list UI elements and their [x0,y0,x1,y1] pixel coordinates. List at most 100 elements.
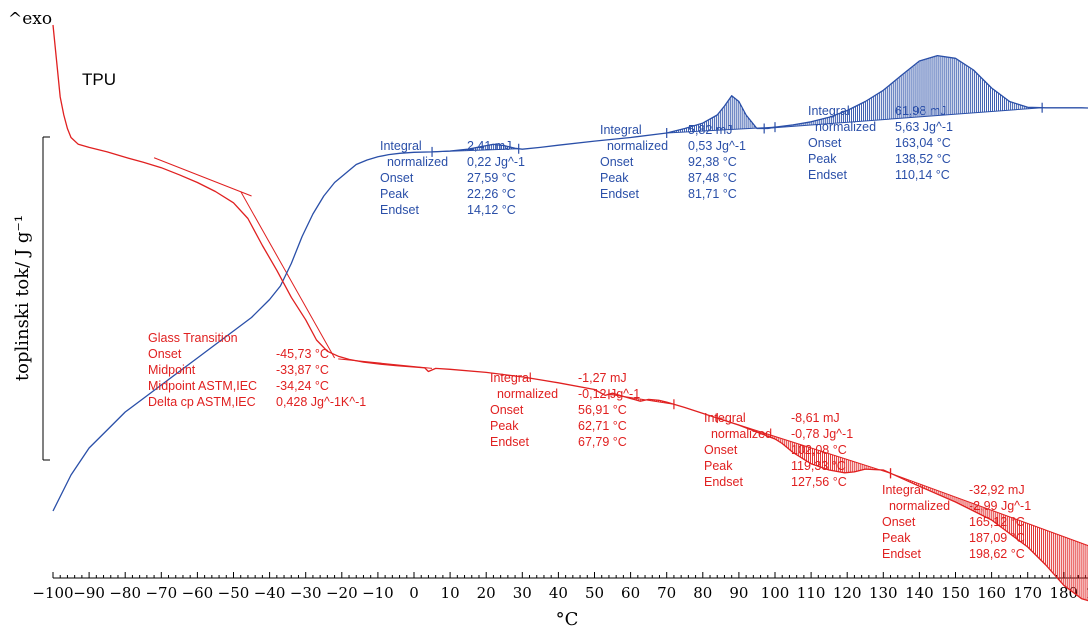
blue-annotation-value: 81,71 °C [688,187,737,201]
red-annotation-value: -33,87 °C [276,363,329,377]
blue-annotation-value: 2,41 mJ [467,139,511,153]
x-tick-label: 0 [409,584,419,602]
x-axis-title: °C [556,609,579,630]
glass-transition-tangent [240,191,336,359]
red-annotation-value: 119,33 °C [791,459,846,473]
red-baseline [890,472,1088,547]
dsc-curves [52,24,1088,602]
x-tick-label: 170 [1013,584,1042,602]
blue-baseline [764,107,1043,129]
blue-annotation-value: 92,38 °C [688,155,737,169]
x-tick-label: −100 [32,584,73,602]
red-annotation-value: -8,61 mJ [791,411,840,425]
x-tick-label: 140 [905,584,934,602]
red-annotation-label: Onset [704,443,738,457]
blue-annotation-value: 61,98 mJ [895,104,946,118]
red-annotation-label: Endset [704,475,743,489]
x-tick-label: 160 [977,584,1006,602]
blue-annotation-label: Endset [600,187,639,201]
red-annotation-value: 102,08 °C [791,443,847,457]
blue-annotation-label: Integral [380,139,422,153]
red-annotation-label: normalized [704,427,772,441]
x-tick-label: 30 [513,584,532,602]
blue-annotation-label: Onset [600,155,634,169]
red-annotation-value: -2,99 Jg^-1 [969,499,1031,513]
x-tick-label: 90 [729,584,748,602]
blue-annotation-label: Integral [808,104,850,118]
x-tick-label: −80 [109,584,141,602]
peak-annotations: Integral 2,41 mJ normalized 0,22 Jg^-1 Onse… [148,104,1031,561]
blue-annotation-label: normalized [380,155,448,169]
blue-annotation-value: 0,22 Jg^-1 [467,155,525,169]
red-annotation-label: normalized [882,499,950,513]
red-annotation-label: Onset [490,403,524,417]
red-annotation-value: 0,428 Jg^-1K^-1 [276,395,366,409]
red-annotation-value: -34,24 °C [276,379,329,393]
red-annotation-label: Peak [704,459,733,473]
red-annotation-value: 198,62 °C [969,547,1025,561]
y-axis-title: toplinski tok/ J g⁻¹ [12,215,33,381]
x-tick-label: −40 [254,584,286,602]
red-annotation-label: normalized [490,387,558,401]
red-annotation-label: Endset [882,547,921,561]
red-annotation-label: Midpoint ASTM,IEC [148,379,257,393]
red-annotation-label: Onset [882,515,916,529]
blue-annotation-label: Onset [380,171,414,185]
red-dsc-curve [52,24,1088,602]
red-annotation-value: 67,79 °C [578,435,627,449]
red-annotation-label: Delta cp ASTM,IEC [148,395,256,409]
blue-annotation-value: 0,53 Jg^-1 [688,139,746,153]
red-annotation-label: Peak [490,419,519,433]
red-annotation-value: 165,12 °C [969,515,1025,529]
blue-annotation-value: 27,59 °C [467,171,516,185]
x-tick-label: −30 [290,584,322,602]
red-annotation-value: -0,78 Jg^-1 [791,427,853,441]
blue-annotation-label: Peak [600,171,629,185]
x-tick-label: 120 [833,584,862,602]
blue-annotation-label: Peak [380,187,409,201]
red-annotation-label: Integral [882,483,924,497]
blue-annotation-label: Onset [808,136,842,150]
glass-transition-tangent [153,157,252,197]
red-annotation-label: Midpoint [148,363,196,377]
x-tick-label: −70 [145,584,177,602]
x-tick-label: 110 [797,584,826,602]
x-tick-label: 130 [869,584,898,602]
red-annotation-value: -32,92 mJ [969,483,1025,497]
x-tick-label: −50 [218,584,250,602]
exo-direction-label: ^exo [8,9,52,29]
blue-annotation-value: 22,26 °C [467,187,516,201]
red-annotation-label: Endset [490,435,529,449]
red-annotation-value: 127,56 °C [791,475,847,489]
red-annotation-label: Integral [490,371,532,385]
red-annotation-value: -1,27 mJ [578,371,627,385]
blue-annotation-value: 87,48 °C [688,171,737,185]
blue-annotation-label: Endset [380,203,419,217]
y-axis: toplinski tok/ J g⁻¹ [12,136,50,461]
x-tick-label: 150 [941,584,970,602]
blue-annotation-value: 5,63 Jg^-1 [895,120,953,134]
x-tick-label: 20 [477,584,496,602]
sample-label: TPU [82,70,116,89]
x-tick-label: −90 [73,584,105,602]
blue-annotation-value: 5,82 mJ [688,123,732,137]
red-annotation-value: 187,09 °C [969,531,1025,545]
x-tick-label: 70 [657,584,676,602]
blue-annotation-label: Peak [808,152,837,166]
blue-annotation-label: normalized [808,120,876,134]
blue-annotation-label: Endset [808,168,847,182]
red-annotation-value: -45,73 °C [276,347,329,361]
blue-dsc-curve [52,54,1088,512]
x-tick-label: −20 [326,584,358,602]
x-tick-label: 40 [549,584,568,602]
blue-annotation-value: 163,04 °C [895,136,951,150]
blue-annotation-label: Integral [600,123,642,137]
red-annotation-label: Peak [882,531,911,545]
red-annotation-value: -0,12 Jg^-1 [578,387,640,401]
blue-annotation-label: normalized [600,139,668,153]
blue-annotation-value: 14,12 °C [467,203,516,217]
x-tick-label: −60 [182,584,214,602]
x-tick-label: 50 [585,584,604,602]
x-tick-label: 100 [761,584,790,602]
